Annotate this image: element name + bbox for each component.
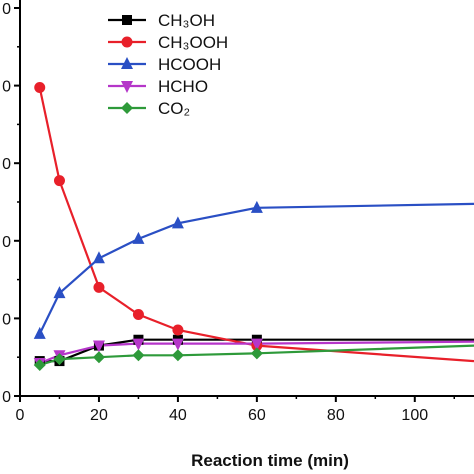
data-point (132, 349, 145, 362)
legend-marker (121, 57, 133, 69)
data-point (132, 231, 145, 244)
x-tick-label: 20 (90, 407, 108, 424)
data-point (172, 324, 184, 336)
y-tick-label: 0 (2, 79, 11, 96)
y-tick-label: 0 (2, 389, 11, 406)
y-tick-label: 0 (2, 234, 11, 251)
legend-label: HCOOH (158, 55, 221, 74)
legend-label: CH₃OH (158, 11, 215, 30)
data-point (33, 358, 46, 371)
data-point (92, 340, 105, 353)
data-point (171, 349, 184, 362)
data-point (250, 200, 263, 213)
y-tick-label: 0 (2, 156, 11, 173)
series-lines (38, 87, 474, 367)
data-point (132, 338, 145, 351)
legend-marker (121, 102, 133, 114)
x-axis-title: Reaction time (min) (191, 451, 349, 470)
series-line-2 (38, 202, 474, 335)
data-point (53, 286, 66, 299)
data-point (93, 281, 105, 293)
legend-marker (121, 36, 133, 48)
x-tick-label: 0 (16, 407, 25, 424)
data-point (250, 347, 263, 360)
legend-label: HCHO (158, 77, 208, 96)
data-point (34, 82, 46, 94)
x-tick-label: 60 (248, 407, 266, 424)
data-point (132, 309, 144, 321)
legend-label: CH₃OOH (158, 33, 228, 52)
series-line-1 (38, 87, 474, 363)
legend-marker (122, 15, 132, 25)
y-tick-label: 0 (2, 311, 11, 328)
data-point (33, 326, 46, 339)
data-point (171, 216, 184, 229)
series-markers (33, 82, 263, 371)
y-tick-label: 0 (2, 1, 11, 18)
legend-marker (121, 81, 133, 93)
data-point (171, 338, 184, 351)
axes (19, 0, 474, 397)
data-point (250, 338, 263, 351)
x-tick-label: 40 (169, 407, 187, 424)
x-tick-label: 80 (327, 407, 345, 424)
data-point (53, 175, 65, 187)
legend-label: CO₂ (158, 99, 190, 118)
data-point (92, 251, 105, 264)
legend: CH₃OH CH₃OOH HCOOH HCHO CO₂ (108, 11, 228, 118)
x-tick-label: 100 (401, 407, 428, 424)
data-point (53, 353, 66, 366)
data-point (92, 351, 105, 364)
